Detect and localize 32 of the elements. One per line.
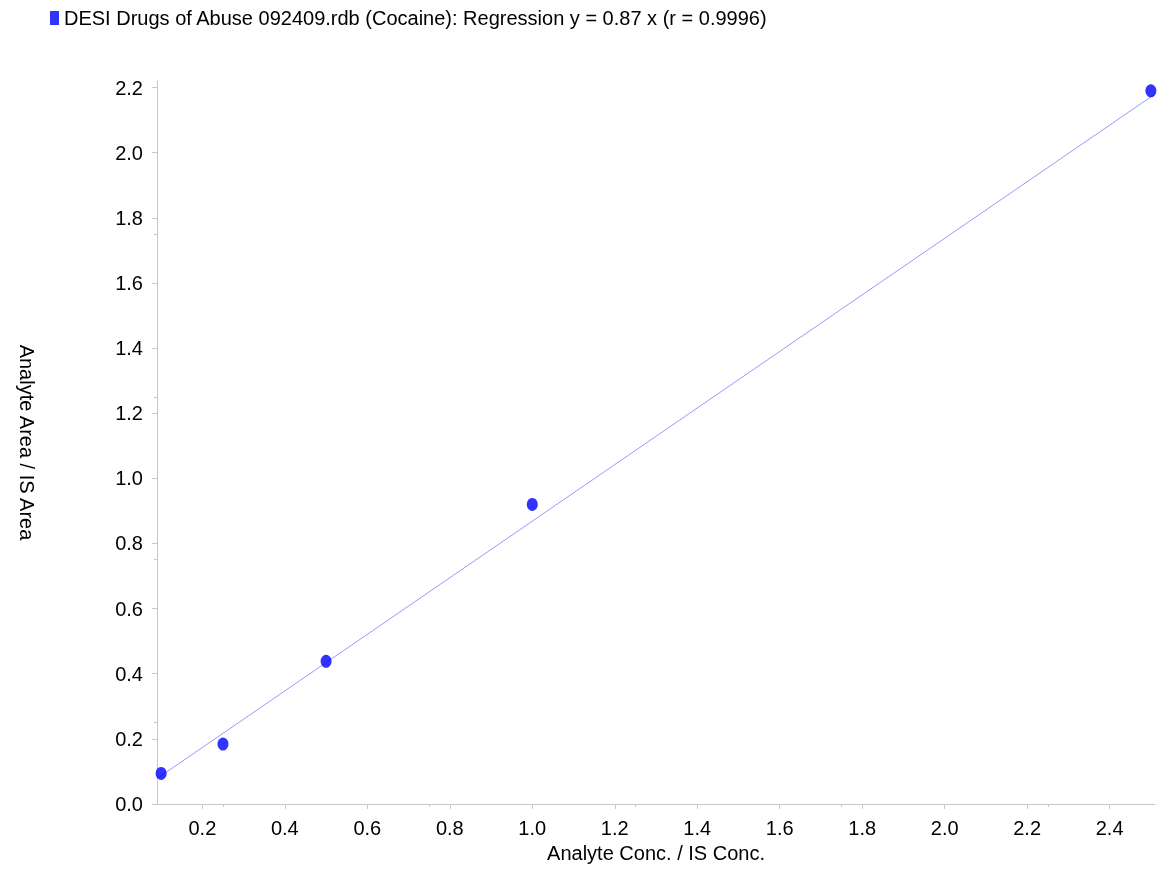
x-tick-label: 2.0 <box>930 817 959 839</box>
x-tick-label: 0.4 <box>270 817 299 839</box>
x-tick-label: 0.6 <box>353 817 382 839</box>
y-tick-label: 0.6 <box>115 597 143 620</box>
y-tick-label: 2.0 <box>115 141 143 164</box>
legend-label: DESI Drugs of Abuse 092409.rdb (Cocaine): Regression y = 0.87 x (r = 0.9996) <box>64 7 767 29</box>
y-tick-label: 1.6 <box>115 271 143 294</box>
x-tick-label: 1.2 <box>600 817 629 839</box>
x-tick-label: 2.2 <box>1013 817 1042 839</box>
x-tick-label: 1.0 <box>518 817 547 839</box>
x-tick-label: 1.4 <box>683 817 712 839</box>
x-tick-label: 0.8 <box>435 817 464 839</box>
x-tick-label: 0.2 <box>188 817 217 839</box>
point <box>155 766 167 780</box>
point <box>217 737 229 751</box>
y-tick-label: 1.4 <box>115 337 143 360</box>
y-tick-label: 0.2 <box>115 727 143 750</box>
x-tick-label: 1.8 <box>848 817 877 839</box>
x-tick-label: 2.4 <box>1095 817 1124 839</box>
y-tick-label: 0.4 <box>115 662 143 685</box>
x-tick-label: 1.6 <box>765 817 794 839</box>
point <box>526 497 538 511</box>
y-tick-label: 1.2 <box>115 402 143 425</box>
y-tick-label: 1.8 <box>115 206 143 229</box>
y-tick-label: 0.0 <box>115 793 143 815</box>
y-tick-label: 1.0 <box>115 467 143 490</box>
point <box>320 654 332 668</box>
y-tick-label: 0.8 <box>115 532 143 555</box>
x-axis-title: Analyte Conc. / IS Conc. <box>547 841 765 864</box>
point <box>1145 84 1157 98</box>
y-axis-title: Analyte Area / IS Area <box>16 344 38 542</box>
y-tick-label: 2.2 <box>115 76 143 99</box>
